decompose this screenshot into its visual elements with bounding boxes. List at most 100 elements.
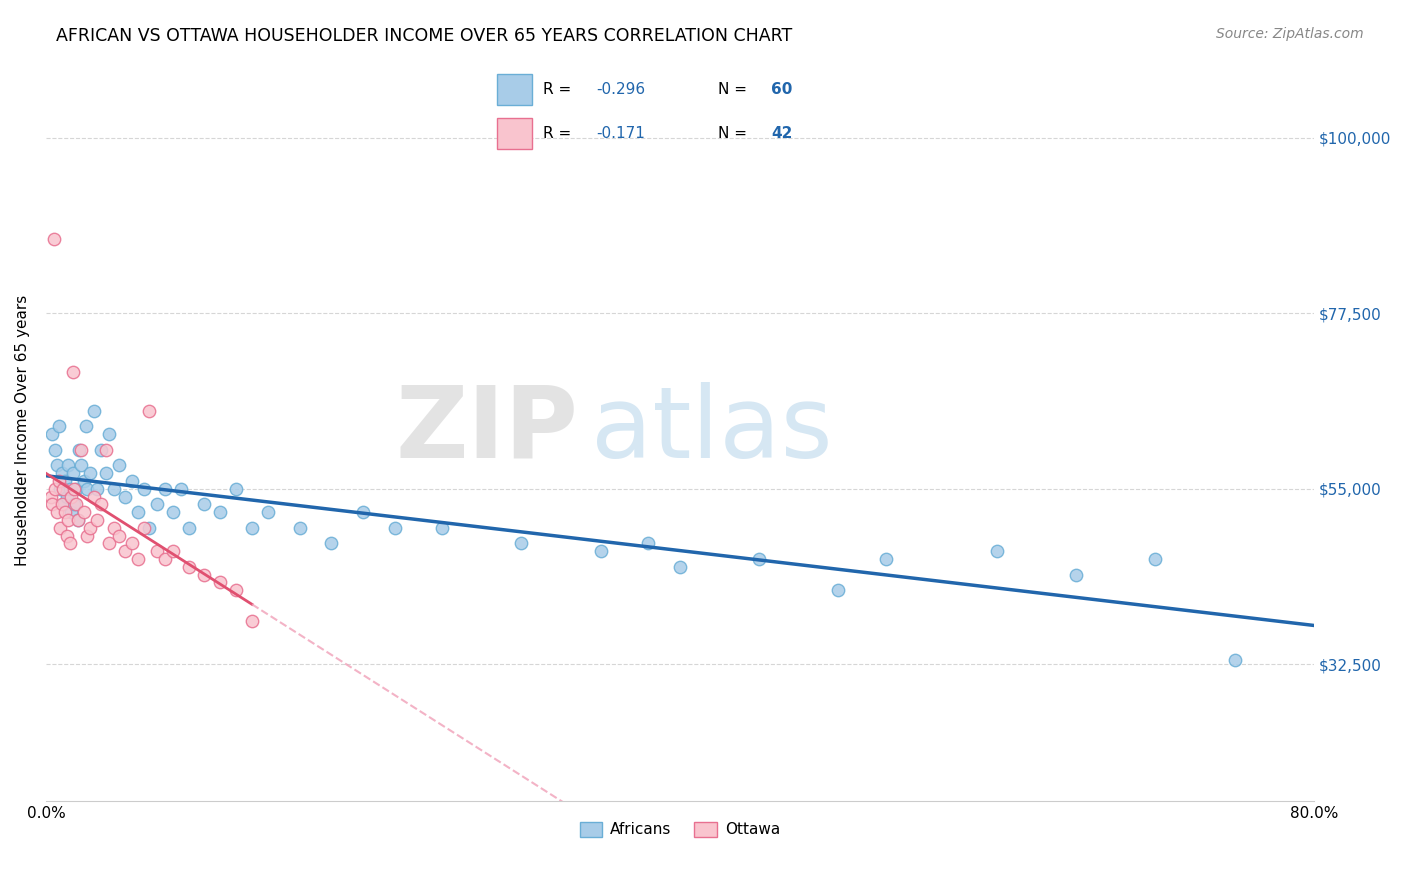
Point — [46, 505, 69, 519]
Y-axis label: Householder Income Over 65 years: Householder Income Over 65 years — [15, 294, 30, 566]
Point — [65, 497, 87, 511]
Point — [430, 521, 453, 535]
Point — [240, 521, 263, 535]
Point — [162, 544, 184, 558]
Point — [83, 403, 105, 417]
Point — [153, 552, 176, 566]
Point — [60, 490, 83, 504]
Point — [134, 482, 156, 496]
Text: atlas: atlas — [591, 382, 832, 479]
Point — [134, 521, 156, 535]
Point — [193, 567, 215, 582]
Point — [589, 544, 612, 558]
Point — [75, 419, 97, 434]
Point — [177, 559, 200, 574]
Point — [321, 536, 343, 550]
Point — [1223, 653, 1246, 667]
Point — [103, 482, 125, 496]
Point — [225, 583, 247, 598]
Point — [114, 490, 136, 504]
Point — [48, 419, 70, 434]
Point — [67, 442, 90, 457]
Point — [76, 528, 98, 542]
Point — [193, 497, 215, 511]
Point — [875, 552, 897, 566]
Point — [98, 427, 121, 442]
Point — [41, 427, 63, 442]
Point — [748, 552, 770, 566]
Point — [52, 482, 75, 496]
Point — [69, 442, 91, 457]
Point — [53, 505, 76, 519]
Point — [669, 559, 692, 574]
Point — [55, 528, 77, 542]
Point — [96, 466, 118, 480]
Point — [209, 505, 232, 519]
Point — [86, 482, 108, 496]
Point — [39, 490, 62, 504]
Point — [59, 482, 82, 496]
Point — [53, 474, 76, 488]
Point — [1064, 567, 1087, 582]
Point — [52, 497, 75, 511]
Point — [384, 521, 406, 535]
Point — [352, 505, 374, 519]
Point — [170, 482, 193, 496]
Point — [146, 497, 169, 511]
Point — [288, 521, 311, 535]
Point — [66, 513, 89, 527]
Point — [60, 505, 83, 519]
Point — [146, 544, 169, 558]
Point — [44, 442, 66, 457]
Point — [63, 497, 86, 511]
Point — [56, 458, 79, 473]
Point — [65, 482, 87, 496]
Point — [42, 232, 65, 246]
Legend: Africans, Ottawa: Africans, Ottawa — [572, 814, 787, 845]
Point — [153, 482, 176, 496]
Point — [51, 497, 73, 511]
Point — [827, 583, 849, 598]
Point — [209, 575, 232, 590]
Point — [76, 482, 98, 496]
Point — [86, 513, 108, 527]
Text: Source: ZipAtlas.com: Source: ZipAtlas.com — [1216, 27, 1364, 41]
Point — [114, 544, 136, 558]
Point — [510, 536, 533, 550]
Point — [73, 474, 96, 488]
Point — [66, 513, 89, 527]
Point — [79, 521, 101, 535]
Point — [63, 482, 86, 496]
Point — [256, 505, 278, 519]
Point — [637, 536, 659, 550]
Point — [98, 536, 121, 550]
Point — [49, 482, 72, 496]
Point — [79, 466, 101, 480]
Point — [83, 490, 105, 504]
Point — [96, 442, 118, 457]
Point — [108, 528, 131, 542]
Point — [48, 474, 70, 488]
Point — [127, 552, 149, 566]
Point — [55, 490, 77, 504]
Point — [56, 513, 79, 527]
Point — [103, 521, 125, 535]
Point — [138, 521, 160, 535]
Point — [138, 403, 160, 417]
Point — [41, 497, 63, 511]
Text: AFRICAN VS OTTAWA HOUSEHOLDER INCOME OVER 65 YEARS CORRELATION CHART: AFRICAN VS OTTAWA HOUSEHOLDER INCOME OVE… — [56, 27, 793, 45]
Point — [1144, 552, 1167, 566]
Point — [225, 482, 247, 496]
Point — [62, 365, 84, 379]
Point — [121, 536, 143, 550]
Point — [51, 466, 73, 480]
Point — [46, 458, 69, 473]
Point — [59, 536, 82, 550]
Point — [44, 482, 66, 496]
Point — [177, 521, 200, 535]
Text: ZIP: ZIP — [395, 382, 578, 479]
Point — [127, 505, 149, 519]
Point — [73, 505, 96, 519]
Point — [986, 544, 1008, 558]
Point — [90, 497, 112, 511]
